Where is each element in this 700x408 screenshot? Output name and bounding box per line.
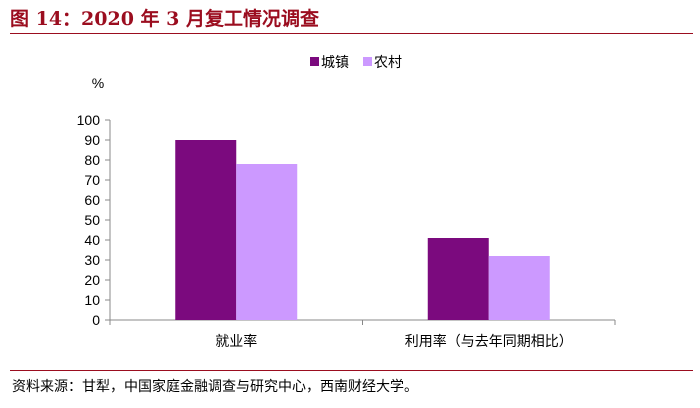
x-category-label: 利用率（与去年同期相比）: [405, 333, 573, 349]
legend-label-农村: 农村: [374, 54, 402, 70]
figure-title: 图 14：2020 年 3 月复工情况调查: [10, 8, 320, 30]
y-tick-label: 30: [84, 252, 100, 268]
y-tick-label: 80: [84, 152, 100, 168]
bar-农村-1: [488, 256, 550, 320]
source-rule: [10, 370, 693, 371]
legend-swatch-城镇: [310, 57, 319, 66]
y-tick-label: 100: [77, 112, 101, 128]
legend-swatch-农村: [363, 57, 372, 66]
y-tick-label: 70: [84, 172, 100, 188]
y-tick-label: 90: [84, 132, 100, 148]
y-tick-label: 10: [84, 292, 100, 308]
bar-城镇-0: [175, 140, 237, 320]
y-tick-label: 60: [84, 192, 100, 208]
bar-城镇-1: [427, 238, 489, 320]
y-axis-unit: %: [92, 75, 104, 91]
x-category-label: 就业率: [215, 333, 257, 349]
y-tick-label: 0: [92, 312, 100, 328]
y-tick-label: 50: [84, 212, 100, 228]
source-note: 资料来源：甘犁，中国家庭金融调查与研究中心，西南财经大学。: [12, 379, 418, 395]
legend-label-城镇: 城镇: [321, 54, 349, 70]
y-tick-label: 40: [84, 232, 100, 248]
title-rule: [10, 33, 693, 34]
bar-农村-0: [236, 164, 298, 320]
y-tick-label: 20: [84, 272, 100, 288]
